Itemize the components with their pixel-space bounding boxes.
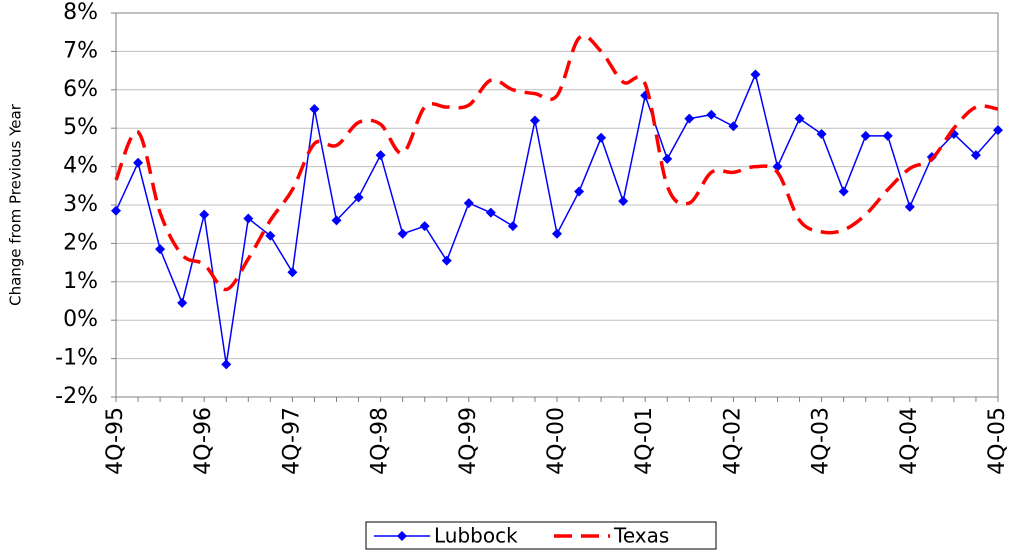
marker [133, 157, 144, 168]
marker [199, 209, 210, 220]
x-tick-label: 4Q-99 [456, 407, 481, 475]
x-tick-label: 4Q-01 [632, 407, 657, 475]
marker [309, 104, 320, 114]
marker [353, 192, 364, 203]
y-tick-label: 4% [63, 154, 98, 179]
marker [397, 228, 408, 239]
y-tick-label: 1% [63, 269, 98, 294]
x-tick-label: 4Q-00 [544, 407, 569, 475]
y-tick-label: 5% [63, 115, 98, 140]
marker [596, 132, 607, 143]
y-tick-label: 6% [63, 77, 98, 102]
series-line [114, 34, 999, 292]
x-tick-label: 4Q-05 [985, 407, 1010, 475]
marker [993, 125, 1003, 136]
marker [904, 201, 915, 212]
x-tick-label: 4Q-97 [279, 407, 304, 475]
marker [155, 244, 166, 255]
marker [111, 205, 121, 216]
x-tick-label: 4Q-96 [191, 407, 216, 475]
y-tick-label: 8% [63, 0, 98, 25]
marker [728, 121, 739, 132]
x-tick-label: 4Q-95 [103, 407, 128, 475]
marker [882, 130, 893, 141]
marker [331, 215, 342, 226]
marker [816, 128, 827, 139]
marker [970, 150, 981, 161]
marker [706, 109, 717, 120]
legend: Lubbock Texas [365, 521, 717, 550]
y-axis-label: Change from Previous Year [7, 103, 25, 306]
marker [750, 69, 761, 80]
marker [441, 255, 452, 266]
marker [265, 230, 276, 241]
marker [772, 161, 783, 172]
y-tick-label: 0% [63, 307, 98, 332]
y-tick-label: 7% [63, 38, 98, 63]
marker [684, 113, 695, 124]
marker [574, 186, 585, 197]
marker [794, 113, 805, 124]
marker [463, 198, 474, 209]
marker [221, 359, 232, 370]
y-tick-label: -1% [55, 346, 98, 371]
x-tick-label: 4Q-02 [720, 407, 745, 475]
marker [529, 115, 540, 126]
legend-label: Texas [613, 524, 669, 548]
marker [662, 153, 673, 164]
marker [552, 228, 562, 239]
x-tick-label: 4Q-98 [368, 407, 393, 475]
y-tick-label: 2% [63, 230, 98, 255]
marker [243, 213, 254, 224]
marker [618, 196, 629, 207]
marker [287, 267, 298, 278]
legend-label: Lubbock [434, 524, 518, 548]
marker [419, 221, 430, 232]
x-tick-label: 4Q-04 [897, 407, 922, 475]
marker [485, 207, 496, 218]
marker [177, 297, 188, 308]
y-tick-label: 3% [63, 192, 98, 217]
marker [838, 186, 849, 197]
marker [507, 221, 518, 232]
y-tick-label: -2% [55, 384, 98, 409]
x-tick-label: 4Q-03 [809, 407, 834, 475]
legend-marker [397, 531, 407, 541]
marker [860, 130, 871, 141]
marker [375, 150, 386, 161]
